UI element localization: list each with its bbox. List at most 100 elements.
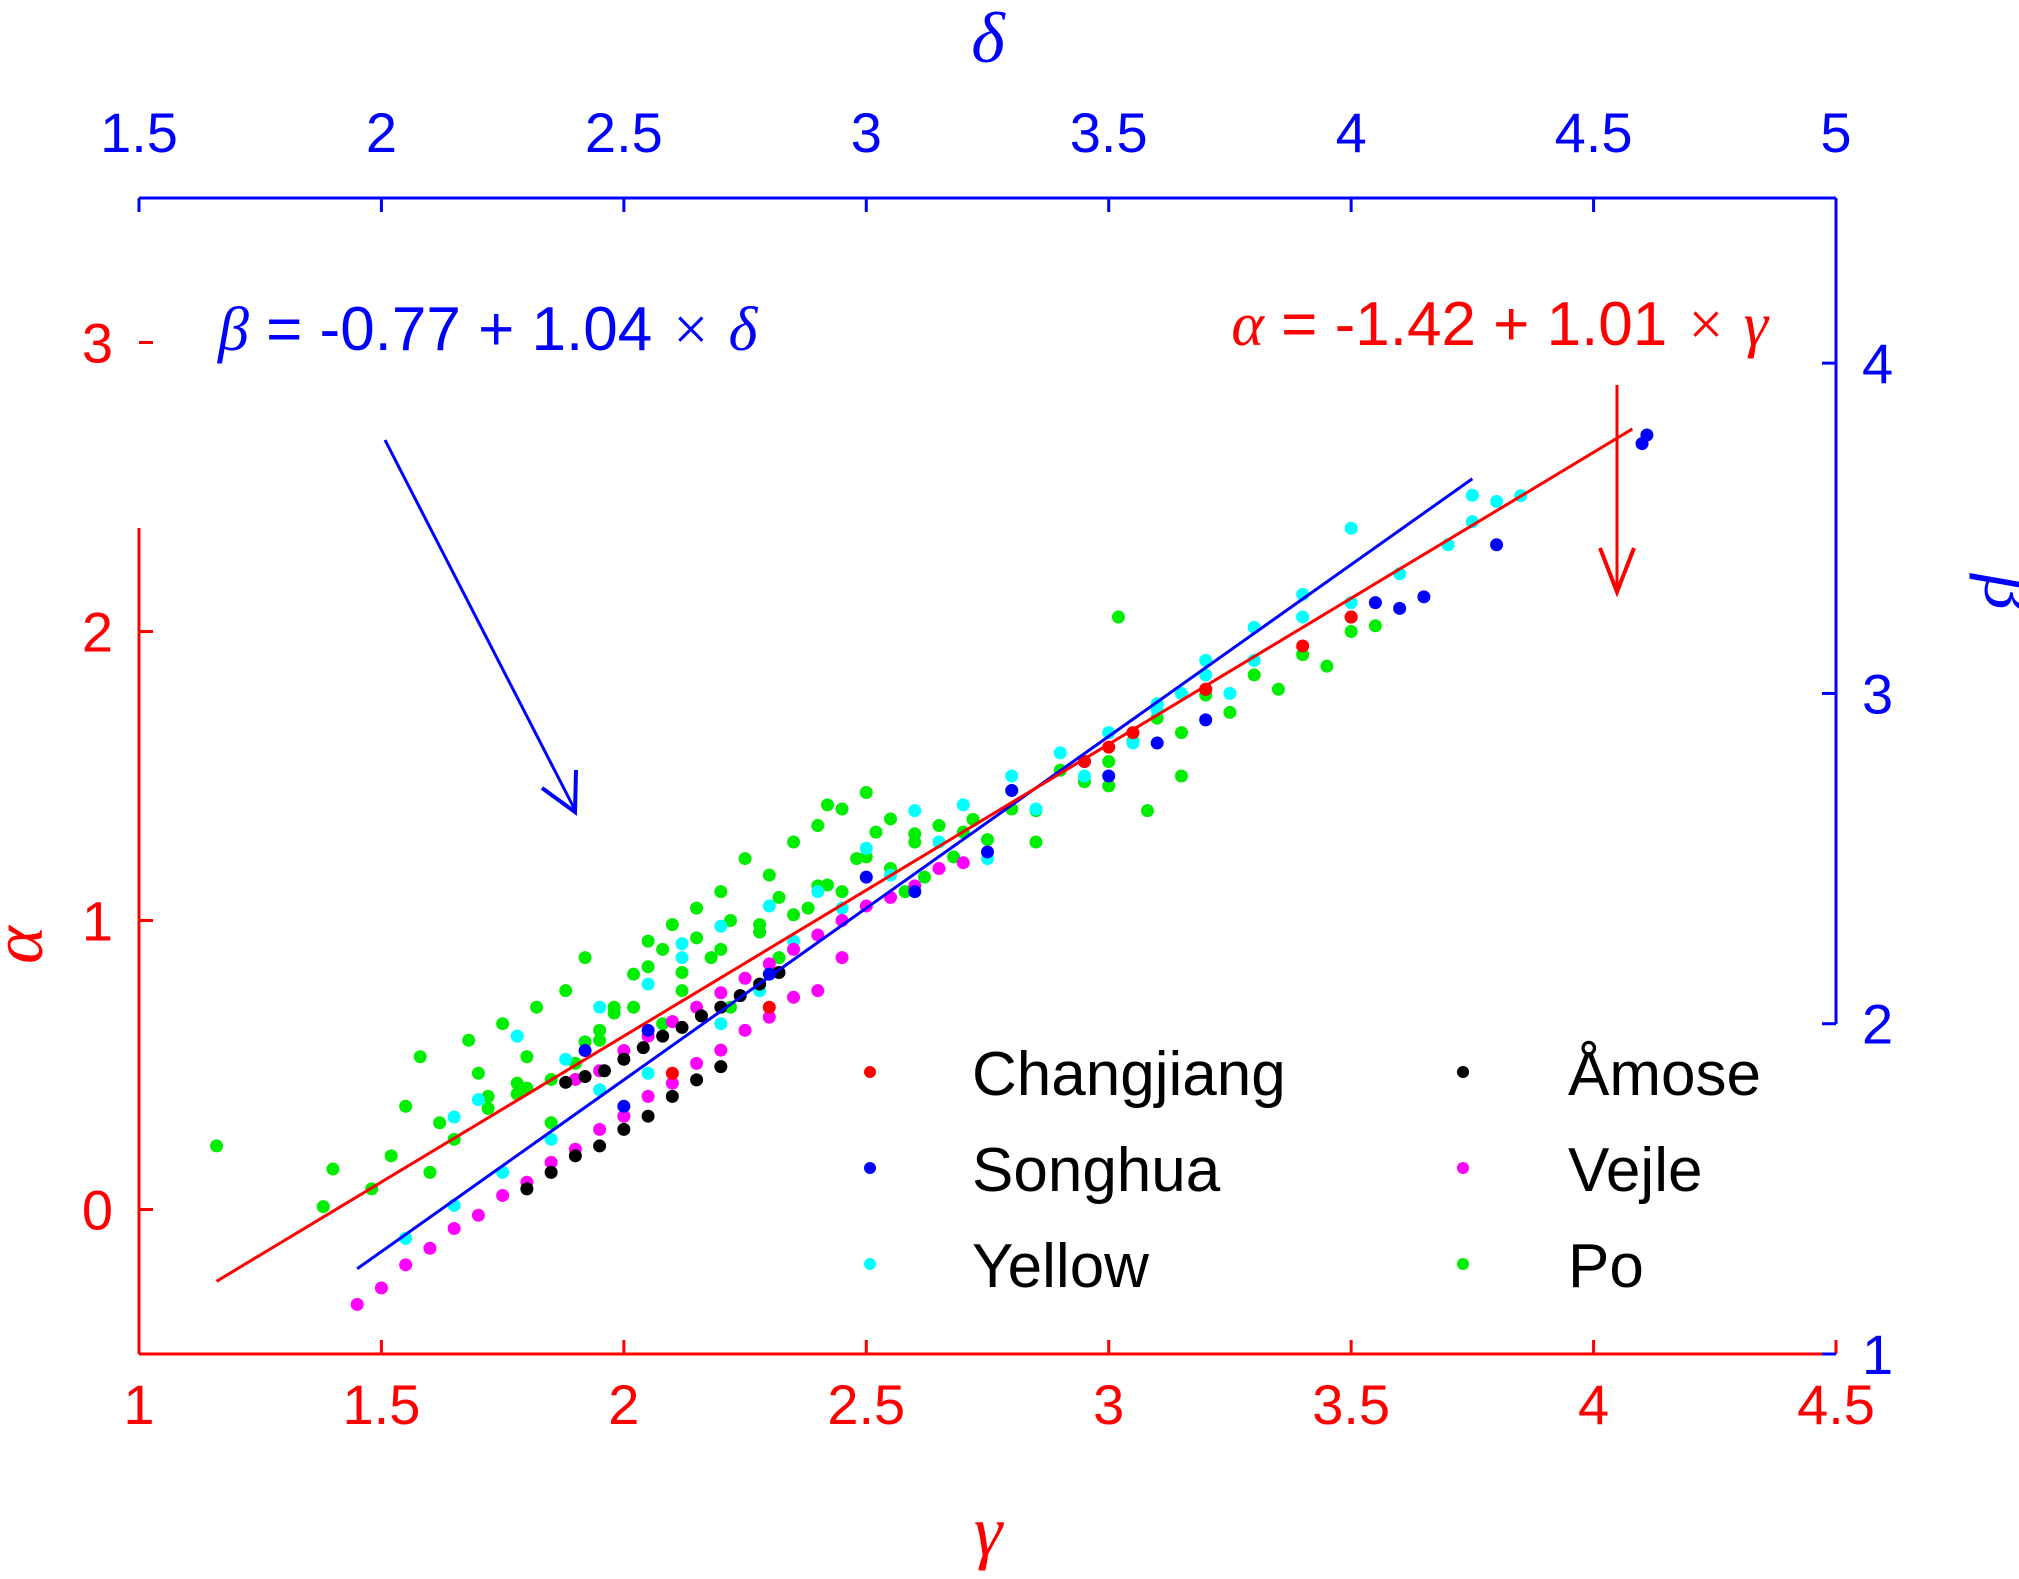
point-beta-po (510, 1076, 524, 1090)
point-beta-vejle (593, 1122, 607, 1136)
point-beta-po (869, 825, 883, 839)
point-beta-yellow (714, 1017, 728, 1031)
point-alpha-vejle (665, 1015, 679, 1029)
point-beta-po (753, 918, 767, 932)
point-alpha-vejle (714, 986, 728, 1000)
point-alpha-songhua (1005, 783, 1019, 797)
x-bottom-tick-label: 2.5 (827, 1373, 905, 1436)
point-beta-po (850, 852, 864, 866)
point-beta-songhua (908, 885, 922, 899)
point-alpha-yellow (447, 1110, 461, 1124)
point-beta-po (578, 951, 592, 965)
point-alpha-yellow (675, 937, 689, 951)
x-bottom-tick-label: 2 (608, 1373, 639, 1436)
red-fit-equation: α = -1.42 + 1.01 × γ (1231, 290, 1769, 359)
point-beta-po (1102, 779, 1116, 793)
point-beta-po (496, 1017, 510, 1031)
point-alpha-po (1271, 682, 1285, 696)
y-right-axis-title: β (1969, 572, 2019, 610)
y-left-tick-label: 2 (82, 601, 113, 664)
point-beta-songhua (981, 845, 994, 859)
point-alpha-mose (675, 1020, 689, 1034)
legend-label-po: Po (1568, 1232, 1644, 1301)
point-beta-yellow (1344, 521, 1358, 535)
times-symbol: × (669, 296, 711, 364)
point-beta-yellow (675, 951, 689, 965)
point-beta-mose (617, 1122, 631, 1136)
point-alpha-songhua (1640, 428, 1654, 442)
point-alpha-songhua (1417, 590, 1431, 604)
point-alpha-po (627, 1000, 641, 1014)
point-alpha-yellow (714, 919, 728, 933)
point-beta-yellow (1174, 686, 1188, 700)
point-alpha-po (714, 942, 728, 956)
point-beta-po (627, 967, 641, 981)
point-alpha-yellow (1053, 746, 1067, 760)
red-fit-annotation: α = -1.42 + 1.01 × γ (1231, 290, 1770, 598)
point-beta-po (908, 835, 922, 849)
x-top-axis-title: δ (971, 0, 1006, 78)
blue-arrow-head (540, 769, 578, 816)
data-points (210, 428, 1654, 1311)
y-right-tick-label: 4 (1862, 332, 1893, 395)
gamma-symbol: γ (1744, 291, 1770, 359)
legend-marker-songhua (864, 1162, 876, 1174)
point-alpha-yellow (559, 1052, 573, 1066)
point-beta-yellow (641, 1066, 655, 1080)
point-alpha-yellow (1005, 769, 1019, 783)
point-beta-po (433, 1116, 447, 1130)
point-beta-po (787, 835, 801, 849)
point-beta-po (738, 852, 752, 866)
x-bottom-tick-label: 1 (123, 1373, 154, 1436)
point-alpha-yellow (908, 804, 922, 818)
point-beta-po (665, 918, 679, 932)
point-beta-changjiang (762, 1000, 776, 1014)
point-beta-po (932, 819, 946, 833)
point-alpha-yellow (1296, 610, 1310, 624)
y-right-tick-label: 2 (1862, 993, 1893, 1056)
point-beta-mose (690, 1073, 704, 1087)
legend-label-changjiang: Changjiang (972, 1040, 1286, 1109)
point-beta-po (762, 868, 776, 882)
point-alpha-yellow (1490, 494, 1504, 508)
legend-label-yellow: Yellow (972, 1232, 1149, 1301)
point-alpha-songhua (859, 870, 873, 884)
point-alpha-vejle (762, 957, 776, 971)
point-beta-mose (641, 1109, 655, 1123)
point-beta-po (884, 812, 898, 826)
legend-label-amose: Åmose (1568, 1040, 1761, 1109)
delta-symbol: δ (729, 296, 759, 364)
point-beta-po (399, 1099, 413, 1113)
point-beta-po (820, 878, 834, 892)
x-bottom-tick-label: 1.5 (342, 1373, 420, 1436)
point-alpha-po (593, 1023, 607, 1037)
point-beta-vejle (787, 990, 801, 1004)
point-alpha-vejle (932, 861, 946, 875)
point-beta-changjiang (665, 1066, 679, 1080)
point-beta-yellow (1223, 686, 1237, 700)
point-alpha-yellow (811, 885, 825, 899)
point-beta-vejle (544, 1155, 558, 1169)
point-beta-vejle (641, 1089, 655, 1103)
point-alpha-po (690, 931, 704, 945)
point-beta-po (1174, 769, 1188, 783)
y-left-tick-label: 0 (82, 1179, 113, 1242)
point-alpha-yellow (641, 977, 655, 991)
y-left-axis-title: α (0, 925, 58, 964)
point-alpha-mose (578, 1070, 592, 1084)
point-alpha-po (820, 798, 834, 812)
x-top-tick-label: 5 (1820, 101, 1851, 164)
point-alpha-yellow (593, 1000, 607, 1014)
point-beta-po (772, 951, 786, 965)
point-beta-po (690, 901, 704, 915)
point-alpha-vejle (738, 971, 752, 985)
point-alpha-changjiang (1344, 610, 1358, 624)
point-alpha-po (835, 885, 849, 899)
point-alpha-po (1102, 755, 1116, 769)
point-alpha-po (981, 833, 994, 847)
point-beta-mose (520, 1182, 534, 1196)
blue-fit-equation: β = -0.77 + 1.04 × δ (217, 295, 759, 364)
point-beta-songhua (1102, 769, 1116, 783)
x-top-tick-label: 2 (366, 101, 397, 164)
point-beta-yellow (1029, 802, 1043, 816)
